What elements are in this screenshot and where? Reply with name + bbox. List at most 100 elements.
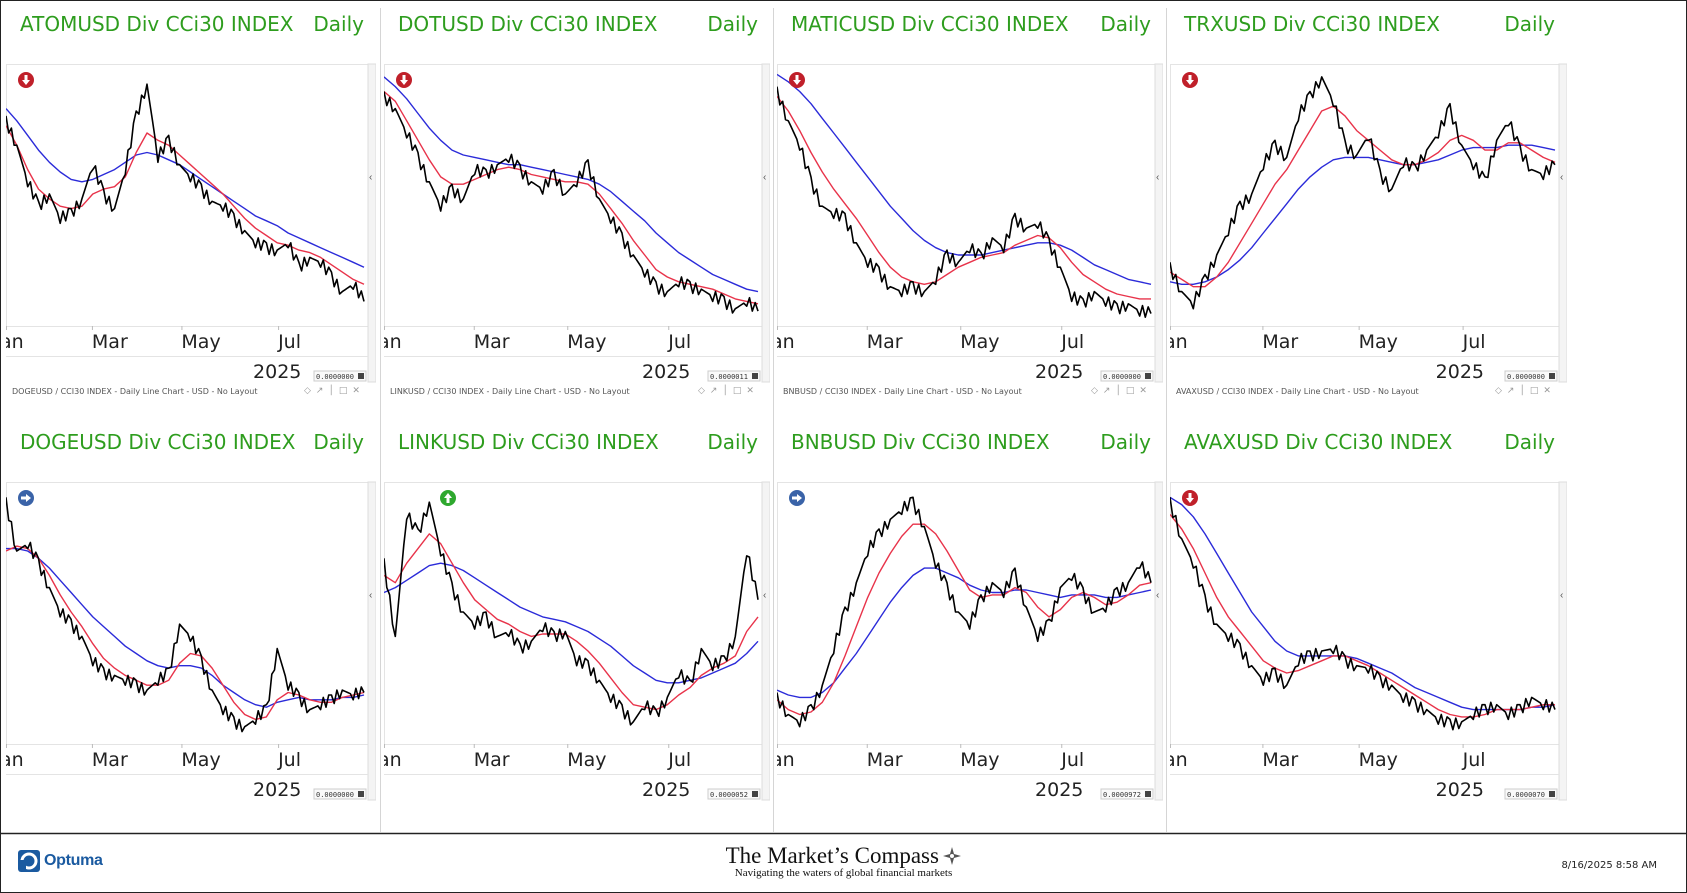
chevron-left-icon[interactable]: ‹ xyxy=(763,172,766,183)
value-box: 0.0000000 xyxy=(1504,370,1558,382)
year-label: 2025 xyxy=(642,779,690,801)
price-line xyxy=(777,86,1152,319)
signal-down-arrow-icon xyxy=(18,72,34,88)
value-box-text: 0.0000052 xyxy=(710,791,748,799)
chevron-left-icon[interactable]: ‹ xyxy=(1156,590,1159,601)
price-line xyxy=(384,91,759,314)
chevron-left-icon[interactable]: ‹ xyxy=(1560,172,1563,183)
footer-brand: The Market’s Compass Navigating the wate… xyxy=(0,843,1687,879)
right-scroll-strip[interactable] xyxy=(367,481,376,801)
x-tick-label: May xyxy=(567,331,606,353)
footer-title: The Market’s Compass xyxy=(725,843,939,868)
chart-svg: ‹ an Mar May Jul 2025 0.0000011 xyxy=(384,63,770,383)
plot-area xyxy=(1170,482,1560,745)
fast-ma-line xyxy=(777,95,1151,300)
plot-area xyxy=(6,64,369,327)
chart-period: Daily xyxy=(1504,430,1555,454)
chevron-left-icon[interactable]: ‹ xyxy=(1560,590,1563,601)
x-tick-label: an xyxy=(1170,749,1188,771)
chart-caption: LINKUSD / CCI30 INDEX - Daily Line Chart… xyxy=(390,387,630,396)
price-line xyxy=(1170,497,1556,731)
x-tick-label: an xyxy=(384,749,402,771)
chevron-left-icon[interactable]: ‹ xyxy=(1156,172,1159,183)
slow-ma-line xyxy=(1170,496,1556,711)
x-tick-label: Jul xyxy=(667,331,691,353)
value-box-text: 0.0000000 xyxy=(316,373,354,381)
right-scroll-strip[interactable] xyxy=(761,481,770,801)
x-tick-label: Mar xyxy=(92,749,128,771)
chevron-left-icon[interactable]: ‹ xyxy=(763,590,766,601)
x-tick-label: Jul xyxy=(1060,331,1084,353)
slow-ma-line xyxy=(384,76,759,293)
right-scroll-strip[interactable] xyxy=(1558,63,1567,383)
chart-window-controls[interactable]: ◇↗│□✕ xyxy=(304,386,365,396)
fast-ma-line xyxy=(6,545,365,721)
right-scroll-strip[interactable] xyxy=(1558,481,1567,801)
year-label: 2025 xyxy=(642,361,690,383)
value-box: 0.0000070 xyxy=(1504,788,1558,800)
chart-window-controls[interactable]: ◇↗│□✕ xyxy=(1495,386,1556,396)
chart-period: Daily xyxy=(1504,12,1555,36)
value-box: 0.0000000 xyxy=(1100,370,1154,382)
chart-panel: ‹ an Mar May Jul 2025 0.0000011 DOTUSD Div CCi3… xyxy=(384,8,770,386)
x-tick-label: an xyxy=(6,331,24,353)
x-tick-label: an xyxy=(1170,331,1188,353)
x-tick-label: an xyxy=(6,749,24,771)
year-label: 2025 xyxy=(253,361,301,383)
footer-datetime: 8/16/2025 8:58 AM xyxy=(1561,860,1657,871)
x-tick-label: Mar xyxy=(92,331,128,353)
value-box: 0.0000000 xyxy=(313,788,367,800)
fast-ma-line xyxy=(777,523,1152,716)
chart-window-controls[interactable]: ◇↗│□✕ xyxy=(1091,386,1152,396)
chart-panel: ‹ an Mar May Jul 2025 0.0000000 DOGEUSD Div CCi… xyxy=(6,426,376,804)
plot-area xyxy=(6,482,369,745)
x-tick-label: Jul xyxy=(1462,749,1486,771)
x-tick-label: Jul xyxy=(277,331,301,353)
x-tick-label: Jul xyxy=(667,749,691,771)
plot-area xyxy=(777,64,1156,327)
chart-window-controls[interactable]: ◇↗│□✕ xyxy=(698,386,759,396)
chart-svg: ‹ an Mar May Jul 2025 0.0000000 xyxy=(777,63,1163,383)
slow-ma-line xyxy=(6,108,365,268)
value-box-text: 0.0000011 xyxy=(710,373,748,381)
x-tick-label: May xyxy=(567,749,606,771)
x-tick-label: an xyxy=(777,749,795,771)
x-tick-label: May xyxy=(181,331,220,353)
value-box: 0.0000972 xyxy=(1100,788,1154,800)
year-label: 2025 xyxy=(1436,361,1484,383)
x-tick-label: Mar xyxy=(1262,331,1298,353)
optuma-logo: Optuma xyxy=(18,850,103,872)
chart-panel: ‹ an Mar May Jul 2025 0.0000000 MATICUSD Div CC… xyxy=(777,8,1163,386)
right-scroll-strip[interactable] xyxy=(1154,63,1163,383)
signal-right-arrow-icon xyxy=(18,490,34,506)
year-label: 2025 xyxy=(1035,779,1083,801)
x-tick-label: Mar xyxy=(474,749,510,771)
value-box: 0.0000000 xyxy=(313,370,367,382)
chart-title: DOTUSD Div CCi30 INDEX xyxy=(398,12,658,36)
chevron-left-icon[interactable]: ‹ xyxy=(369,172,372,183)
chart-title: AVAXUSD Div CCi30 INDEX xyxy=(1184,430,1453,454)
right-scroll-strip[interactable] xyxy=(761,63,770,383)
x-tick-label: May xyxy=(181,749,220,771)
right-scroll-strip[interactable] xyxy=(1154,481,1163,801)
signal-right-arrow-icon xyxy=(789,490,805,506)
chevron-left-icon[interactable]: ‹ xyxy=(369,590,372,601)
value-box-text: 0.0000000 xyxy=(1507,373,1545,381)
chart-title: TRXUSD Div CCi30 INDEX xyxy=(1184,12,1440,36)
chart-svg: ‹ an Mar May Jul 2025 0.0000052 xyxy=(384,481,770,801)
value-box-text: 0.0000972 xyxy=(1103,791,1141,799)
chart-title: LINKUSD Div CCi30 INDEX xyxy=(398,430,659,454)
chart-panel: ‹ an Mar May Jul 2025 0.0000000 TRXUSD Div CCi3… xyxy=(1170,8,1567,386)
price-line xyxy=(6,497,365,733)
fast-ma-line xyxy=(1170,105,1556,288)
price-line xyxy=(1170,76,1556,310)
value-box: 0.0000052 xyxy=(707,788,761,800)
price-line xyxy=(6,83,365,302)
x-tick-label: Mar xyxy=(867,331,903,353)
right-scroll-strip[interactable] xyxy=(367,63,376,383)
chart-panel: ‹ an Mar May Jul 2025 0.0000052 LINKUSD Div CCi… xyxy=(384,426,770,804)
year-label: 2025 xyxy=(1035,361,1083,383)
chart-panel: ‹ an Mar May Jul 2025 0.0000070 AVAXUSD Div CCi… xyxy=(1170,426,1567,804)
x-tick-label: an xyxy=(777,331,795,353)
chart-title: BNBUSD Div CCi30 INDEX xyxy=(791,430,1050,454)
